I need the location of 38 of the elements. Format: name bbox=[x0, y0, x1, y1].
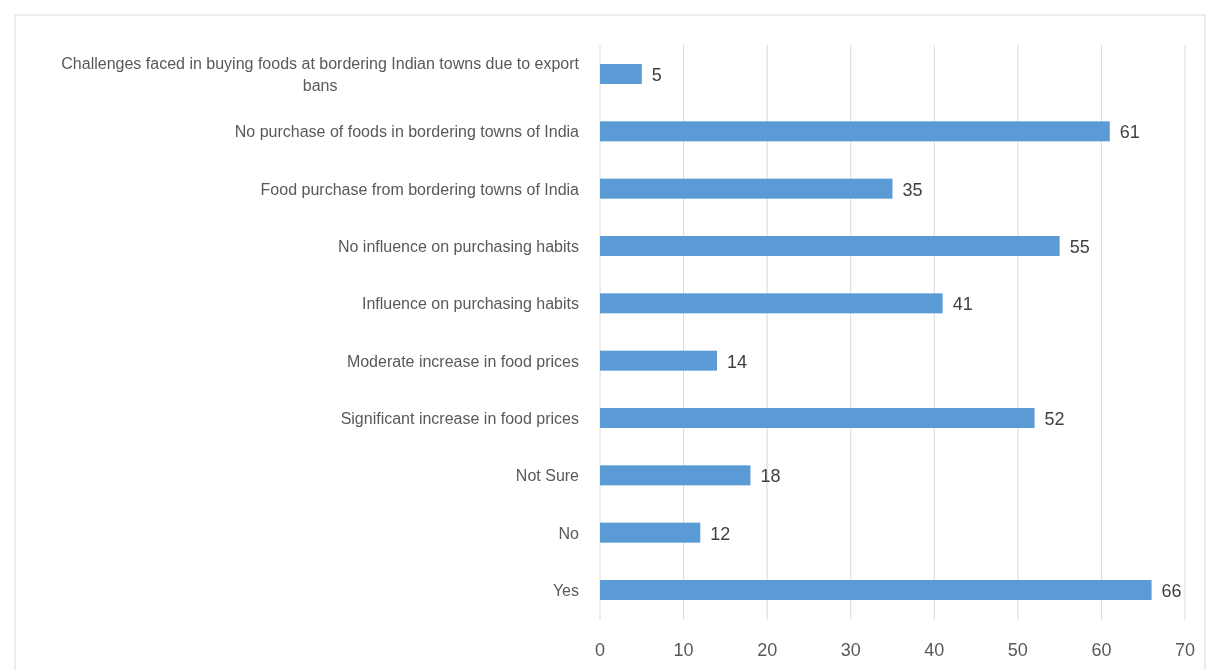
x-tick-label: 10 bbox=[673, 640, 694, 660]
data-label: 55 bbox=[1069, 237, 1090, 257]
bar bbox=[600, 121, 1110, 142]
data-label: 14 bbox=[727, 351, 748, 372]
x-tick-label: 70 bbox=[1174, 640, 1196, 660]
x-tick-label: 60 bbox=[1091, 640, 1112, 660]
data-label: 18 bbox=[760, 466, 781, 487]
y-tick-label: No purchase of foods in bordering towns of India bbox=[234, 123, 580, 141]
bar bbox=[600, 408, 1035, 428]
bar bbox=[600, 178, 893, 199]
y-tick-label: Not Sure bbox=[515, 467, 580, 485]
x-tick-label: 30 bbox=[840, 640, 861, 660]
data-label: 41 bbox=[952, 294, 973, 315]
bar bbox=[600, 580, 1152, 600]
bar bbox=[600, 236, 1060, 256]
bar bbox=[600, 293, 943, 314]
x-tick-label: 40 bbox=[924, 640, 945, 660]
x-tick-label: 20 bbox=[757, 640, 778, 660]
bar bbox=[600, 64, 642, 84]
bar bbox=[600, 350, 717, 371]
y-tick-label: Moderate increase in food prices bbox=[346, 352, 579, 370]
data-label: 66 bbox=[1161, 581, 1182, 601]
data-label: 61 bbox=[1119, 122, 1140, 143]
y-tick-label: Challenges faced in buying foods at bordering Indian towns due to export bans bbox=[61, 55, 580, 94]
data-label: 12 bbox=[710, 523, 731, 544]
y-tick-label: Food purchase from bordering towns of India bbox=[260, 180, 580, 198]
data-label: 35 bbox=[902, 179, 923, 200]
y-tick-label: Yes bbox=[552, 582, 579, 599]
y-tick-label: No influence on purchasing habits bbox=[337, 238, 579, 255]
x-tick-label: 50 bbox=[1007, 640, 1028, 660]
y-tick-label: Influence on purchasing habits bbox=[361, 295, 579, 313]
bar bbox=[600, 465, 751, 486]
bar bbox=[600, 522, 701, 543]
data-label: 5 bbox=[651, 65, 662, 85]
x-tick-label: 0 bbox=[594, 640, 606, 660]
data-label: 52 bbox=[1044, 409, 1065, 429]
y-tick-label: No bbox=[558, 524, 580, 542]
y-tick-label: Significant increase in food prices bbox=[340, 410, 579, 427]
